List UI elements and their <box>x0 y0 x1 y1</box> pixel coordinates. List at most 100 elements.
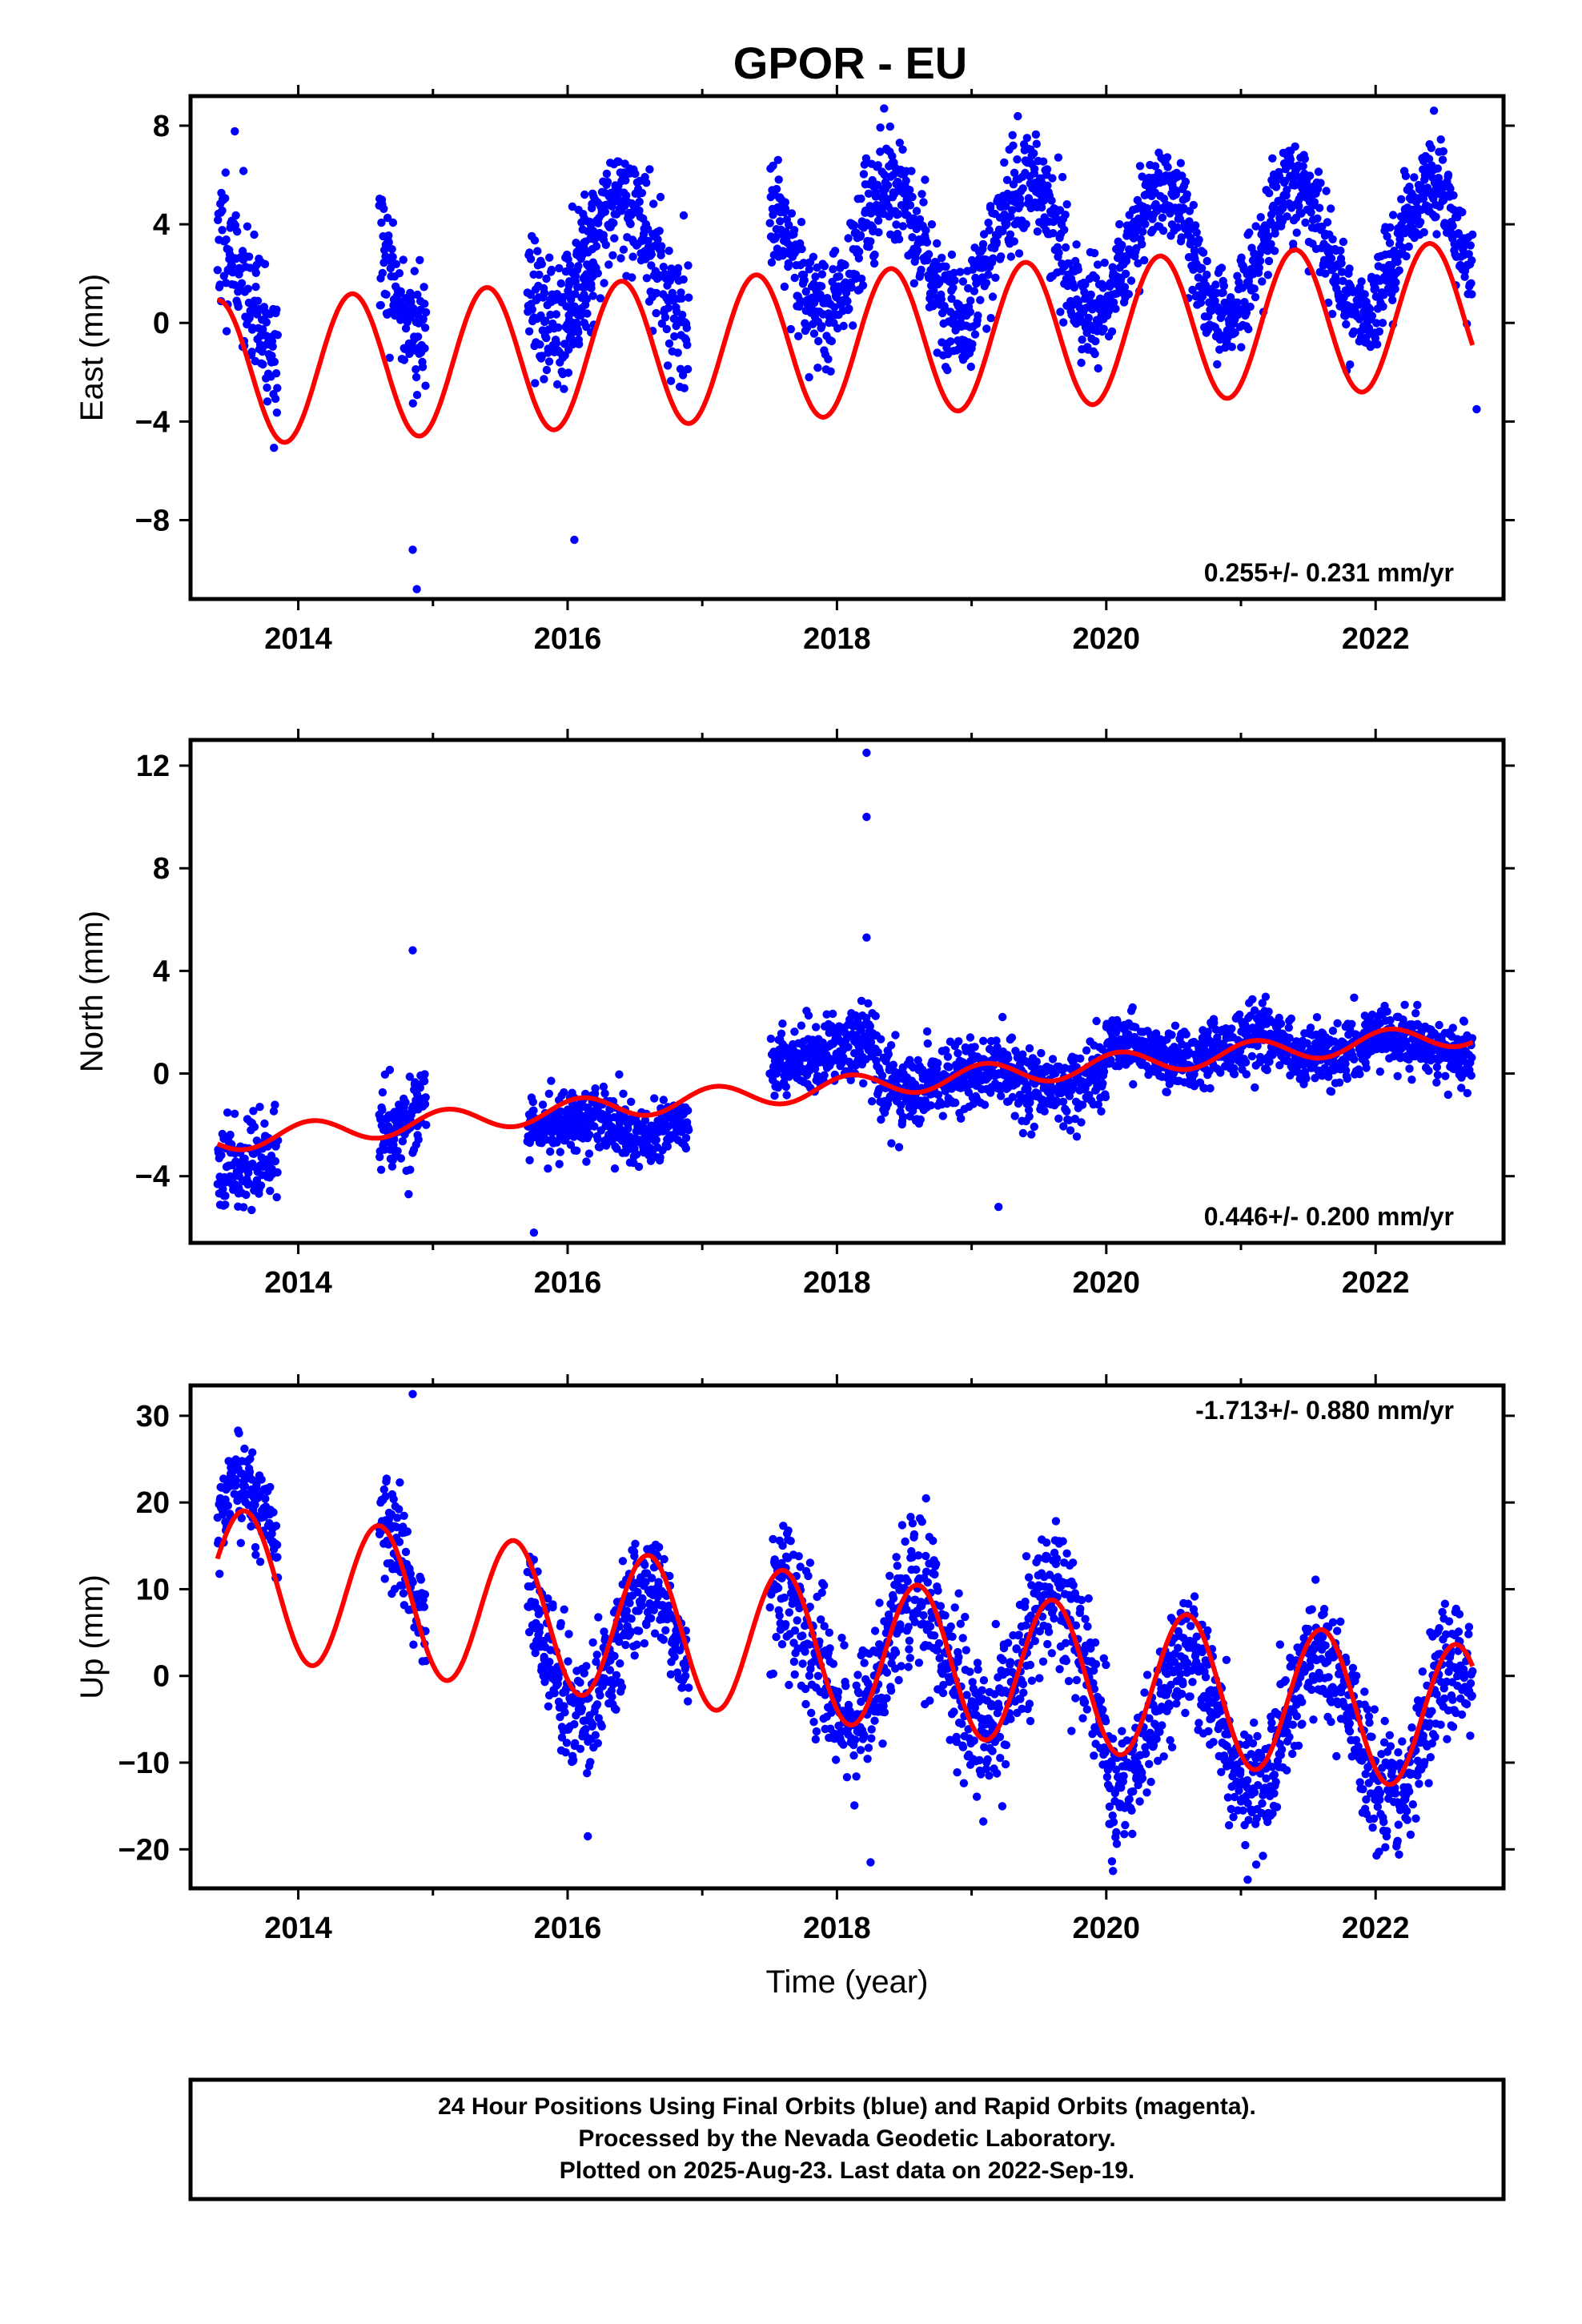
data-point <box>1367 312 1377 320</box>
data-point <box>1022 134 1032 143</box>
data-point <box>947 250 957 259</box>
data-point <box>1288 175 1297 183</box>
data-point <box>1082 1046 1091 1055</box>
data-point <box>913 246 922 255</box>
data-point <box>958 277 968 286</box>
data-point <box>1138 239 1146 249</box>
data-point <box>218 226 227 235</box>
data-point <box>844 1043 853 1051</box>
data-point <box>604 260 613 269</box>
data-point <box>1246 302 1255 312</box>
data-point <box>650 1094 659 1103</box>
data-point <box>1327 1087 1336 1096</box>
data-point <box>855 247 864 256</box>
data-point <box>1404 242 1413 251</box>
data-point <box>545 1658 554 1667</box>
data-point <box>1439 147 1448 156</box>
data-point <box>858 281 868 290</box>
data-point <box>938 1112 948 1120</box>
data-point <box>966 362 976 372</box>
data-point <box>637 188 647 198</box>
data-point <box>240 1444 249 1454</box>
data-point <box>384 238 393 247</box>
data-point <box>876 123 885 132</box>
y-tick-label: −8 <box>135 504 170 537</box>
y-tick-label: −4 <box>135 1160 170 1194</box>
data-point <box>942 262 950 271</box>
data-point <box>1310 198 1319 207</box>
data-point <box>1407 1076 1416 1084</box>
velocity-label: 0.255+/- 0.231 mm/yr <box>1204 558 1454 587</box>
data-point <box>1173 223 1182 232</box>
data-point <box>1213 360 1222 369</box>
data-point <box>418 363 428 372</box>
data-point <box>388 218 398 227</box>
data-point <box>1321 269 1330 278</box>
data-point <box>214 215 223 224</box>
data-point <box>1107 327 1117 336</box>
data-point <box>1240 298 1249 307</box>
data-point <box>1062 200 1071 209</box>
data-point <box>266 1482 275 1492</box>
data-point <box>243 284 252 293</box>
data-point <box>1188 285 1197 295</box>
data-point <box>1355 1070 1364 1079</box>
data-point <box>1431 212 1440 221</box>
data-point <box>1093 260 1102 269</box>
data-point <box>416 1084 424 1092</box>
data-point <box>1124 290 1134 299</box>
data-point <box>1115 219 1124 229</box>
data-point <box>865 202 874 211</box>
data-point <box>218 206 227 215</box>
data-point <box>930 286 938 296</box>
y-tick-label: 0 <box>153 1058 170 1092</box>
data-point <box>401 1098 410 1107</box>
data-point <box>924 250 934 259</box>
data-point <box>1435 1020 1443 1030</box>
data-point <box>1338 267 1347 276</box>
data-point <box>1019 75 1027 83</box>
data-point <box>270 444 279 452</box>
data-point <box>929 302 938 311</box>
data-point <box>257 1475 266 1484</box>
data-point <box>541 316 550 325</box>
data-point <box>1270 247 1279 255</box>
data-point <box>1401 171 1411 180</box>
data-point <box>820 262 829 271</box>
data-point <box>978 239 988 249</box>
data-point <box>1312 1013 1322 1022</box>
data-point <box>271 1156 280 1166</box>
data-point <box>856 231 865 240</box>
data-point <box>608 251 617 259</box>
data-point <box>820 1071 829 1080</box>
data-point <box>1025 1112 1034 1121</box>
data-point <box>583 309 592 318</box>
data-point <box>1192 228 1201 237</box>
data-point <box>778 1019 787 1028</box>
data-point <box>1061 243 1070 252</box>
data-point <box>1195 235 1203 244</box>
data-point <box>409 1640 418 1649</box>
data-point <box>805 265 813 274</box>
data-point <box>1413 211 1422 220</box>
data-point <box>1118 240 1126 250</box>
data-point <box>416 1575 426 1584</box>
x-tick-label: 2020 <box>1073 622 1141 656</box>
data-point <box>1010 237 1019 246</box>
data-point <box>659 1096 668 1104</box>
data-point <box>970 1043 979 1051</box>
data-point <box>1014 111 1022 121</box>
data-point <box>857 194 865 203</box>
data-point <box>1091 336 1100 346</box>
data-point <box>269 1508 278 1517</box>
data-point <box>400 356 409 364</box>
data-point <box>656 251 665 259</box>
data-point <box>540 288 549 297</box>
data-point <box>873 180 882 190</box>
data-point <box>1018 1128 1028 1138</box>
data-point <box>830 247 840 255</box>
data-point <box>1198 292 1207 301</box>
data-point <box>251 1550 260 1559</box>
data-point <box>850 221 859 230</box>
